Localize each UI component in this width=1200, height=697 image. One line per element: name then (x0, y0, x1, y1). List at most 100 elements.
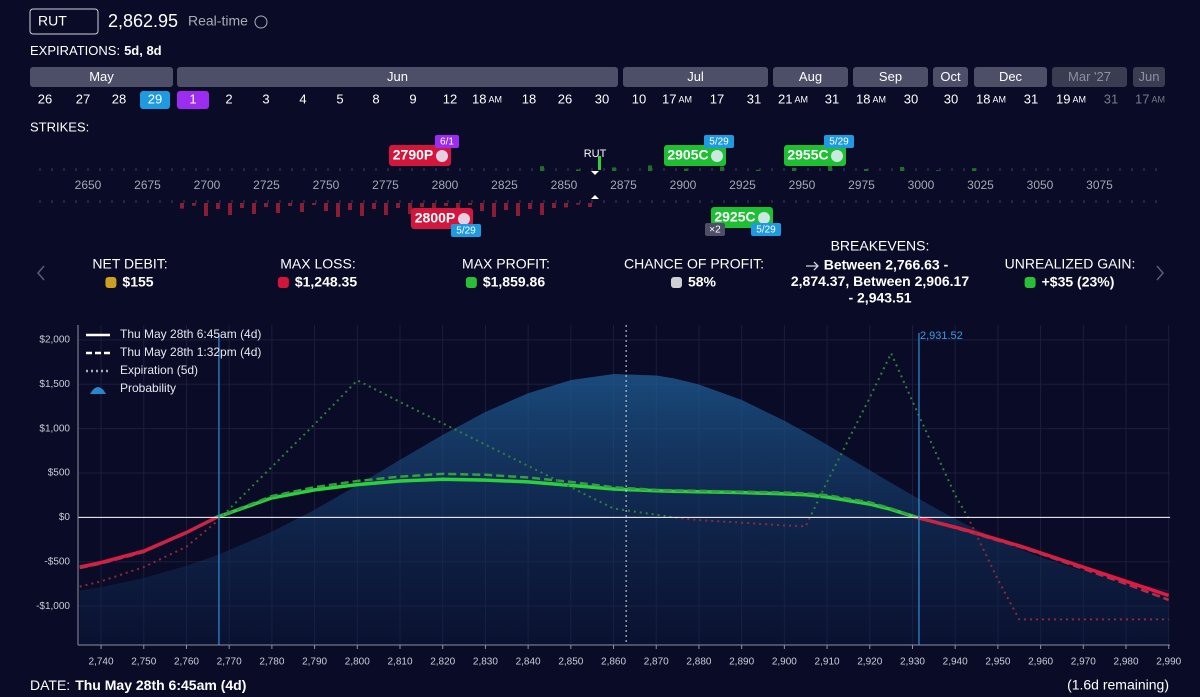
strike-label: 2925 (729, 178, 756, 192)
call-volume (972, 168, 976, 171)
x-tick-label: 2,830 (473, 657, 498, 668)
day[interactable]: 30 (904, 92, 918, 107)
legend-label[interactable]: Probability (120, 381, 176, 395)
day-number: 17 (1135, 92, 1149, 107)
month-tab[interactable] (30, 67, 173, 87)
x-tick-label: 2,790 (302, 657, 327, 668)
day[interactable]: 17 (710, 92, 724, 107)
day[interactable]: 28 (112, 92, 126, 107)
day[interactable]: 31 (825, 92, 839, 107)
month-tab[interactable] (1052, 67, 1127, 87)
help-icon[interactable] (254, 15, 268, 29)
strike-label: 2675 (134, 178, 161, 192)
day-number: 12 (443, 92, 457, 107)
put-volume (312, 203, 316, 205)
legend-label[interactable]: Expiration (5d) (120, 363, 198, 377)
legend-label[interactable]: Thu May 28th 6:45am (4d) (120, 327, 261, 341)
day[interactable]: 8 (372, 92, 379, 107)
leg-chip[interactable] (411, 208, 473, 229)
day[interactable]: 5 (336, 92, 343, 107)
day[interactable]: 19 AM (1056, 92, 1086, 107)
day[interactable]: 9 (409, 92, 416, 107)
leg-badge (751, 223, 781, 236)
put-volume (492, 203, 496, 217)
payoff-line (79, 477, 1170, 598)
day[interactable]: 30 (595, 92, 609, 107)
day-number: 19 (1056, 92, 1070, 107)
y-tick-label: $2,000 (39, 335, 70, 346)
day[interactable]: 10 (632, 92, 646, 107)
symbol: RUT (38, 13, 67, 29)
x-tick-label: 2,740 (89, 657, 114, 668)
day-number: 31 (1104, 92, 1118, 107)
legend-swatch (90, 387, 106, 394)
arrow-icon (806, 261, 819, 271)
put-volume (504, 203, 508, 210)
leg-icon (831, 150, 843, 162)
leg-chip[interactable] (784, 145, 846, 166)
expirations-label: EXPIRATIONS: (30, 43, 120, 58)
strike-label: 2875 (610, 178, 637, 192)
month-tab[interactable] (177, 67, 618, 87)
leg-badge-text: 5/29 (456, 226, 476, 237)
day-number: 9 (409, 92, 416, 107)
call-volume (576, 169, 580, 171)
call-volume (684, 168, 688, 171)
month-tab[interactable] (623, 67, 768, 87)
legend-label[interactable]: Thu May 28th 1:32pm (4d) (120, 345, 261, 359)
day[interactable]: 2 (225, 92, 232, 107)
day[interactable]: 18 AM (856, 92, 886, 107)
day[interactable]: 1 (189, 92, 196, 107)
x-tick-label: 2,930 (900, 657, 925, 668)
put-volume (336, 203, 340, 217)
day[interactable]: 18 AM (976, 92, 1006, 107)
leg-chip[interactable] (664, 145, 726, 166)
stat-label: MAX PROFIT: (462, 256, 550, 272)
day[interactable]: 3 (262, 92, 269, 107)
month-tab[interactable] (773, 67, 848, 87)
put-volume (528, 203, 532, 209)
rut-marker: RUT (584, 148, 607, 160)
put-volume (300, 203, 304, 212)
day[interactable]: 21 AM (778, 92, 808, 107)
day[interactable]: 27 (76, 92, 90, 107)
day[interactable]: 12 (443, 92, 457, 107)
day[interactable]: 31 (1104, 92, 1118, 107)
day[interactable]: 17 AM (1135, 92, 1165, 107)
call-volume (900, 167, 904, 171)
month-tab[interactable] (853, 67, 928, 87)
day[interactable]: 4 (299, 92, 306, 107)
leg-chip[interactable] (711, 207, 773, 228)
day[interactable]: 29 (148, 92, 162, 107)
day-number: 17 (662, 92, 676, 107)
x-tick-label: 2,960 (1028, 657, 1053, 668)
day-number: 4 (299, 92, 306, 107)
prev-button[interactable] (37, 265, 45, 281)
strike-label: 2975 (848, 178, 875, 192)
stat-label: MAX LOSS: (280, 256, 355, 272)
day[interactable]: 26 (38, 92, 52, 107)
x-tick-label: 2,810 (387, 657, 412, 668)
price-bar (598, 156, 601, 170)
put-volume (540, 203, 544, 215)
leg-chip[interactable] (389, 145, 451, 166)
day[interactable]: 31 (1024, 92, 1038, 107)
month-tab[interactable] (933, 67, 968, 87)
day-number: 26 (38, 92, 52, 107)
month-tab[interactable] (1133, 67, 1165, 87)
day[interactable]: 30 (944, 92, 958, 107)
day[interactable]: 18 AM (472, 92, 502, 107)
month-tab[interactable] (974, 67, 1047, 87)
day[interactable]: 18 (522, 92, 536, 107)
probability-area (79, 374, 1169, 645)
day[interactable]: 31 (747, 92, 761, 107)
day[interactable]: 26 (558, 92, 572, 107)
day-number: 31 (1024, 92, 1038, 107)
next-button[interactable] (1156, 265, 1164, 281)
put-volume (228, 203, 232, 215)
x-tick-label: 2,950 (985, 657, 1010, 668)
symbol-input[interactable] (29, 8, 99, 35)
stat-icon (1024, 277, 1036, 288)
call-volume (540, 166, 544, 171)
day[interactable]: 17 AM (662, 92, 692, 107)
